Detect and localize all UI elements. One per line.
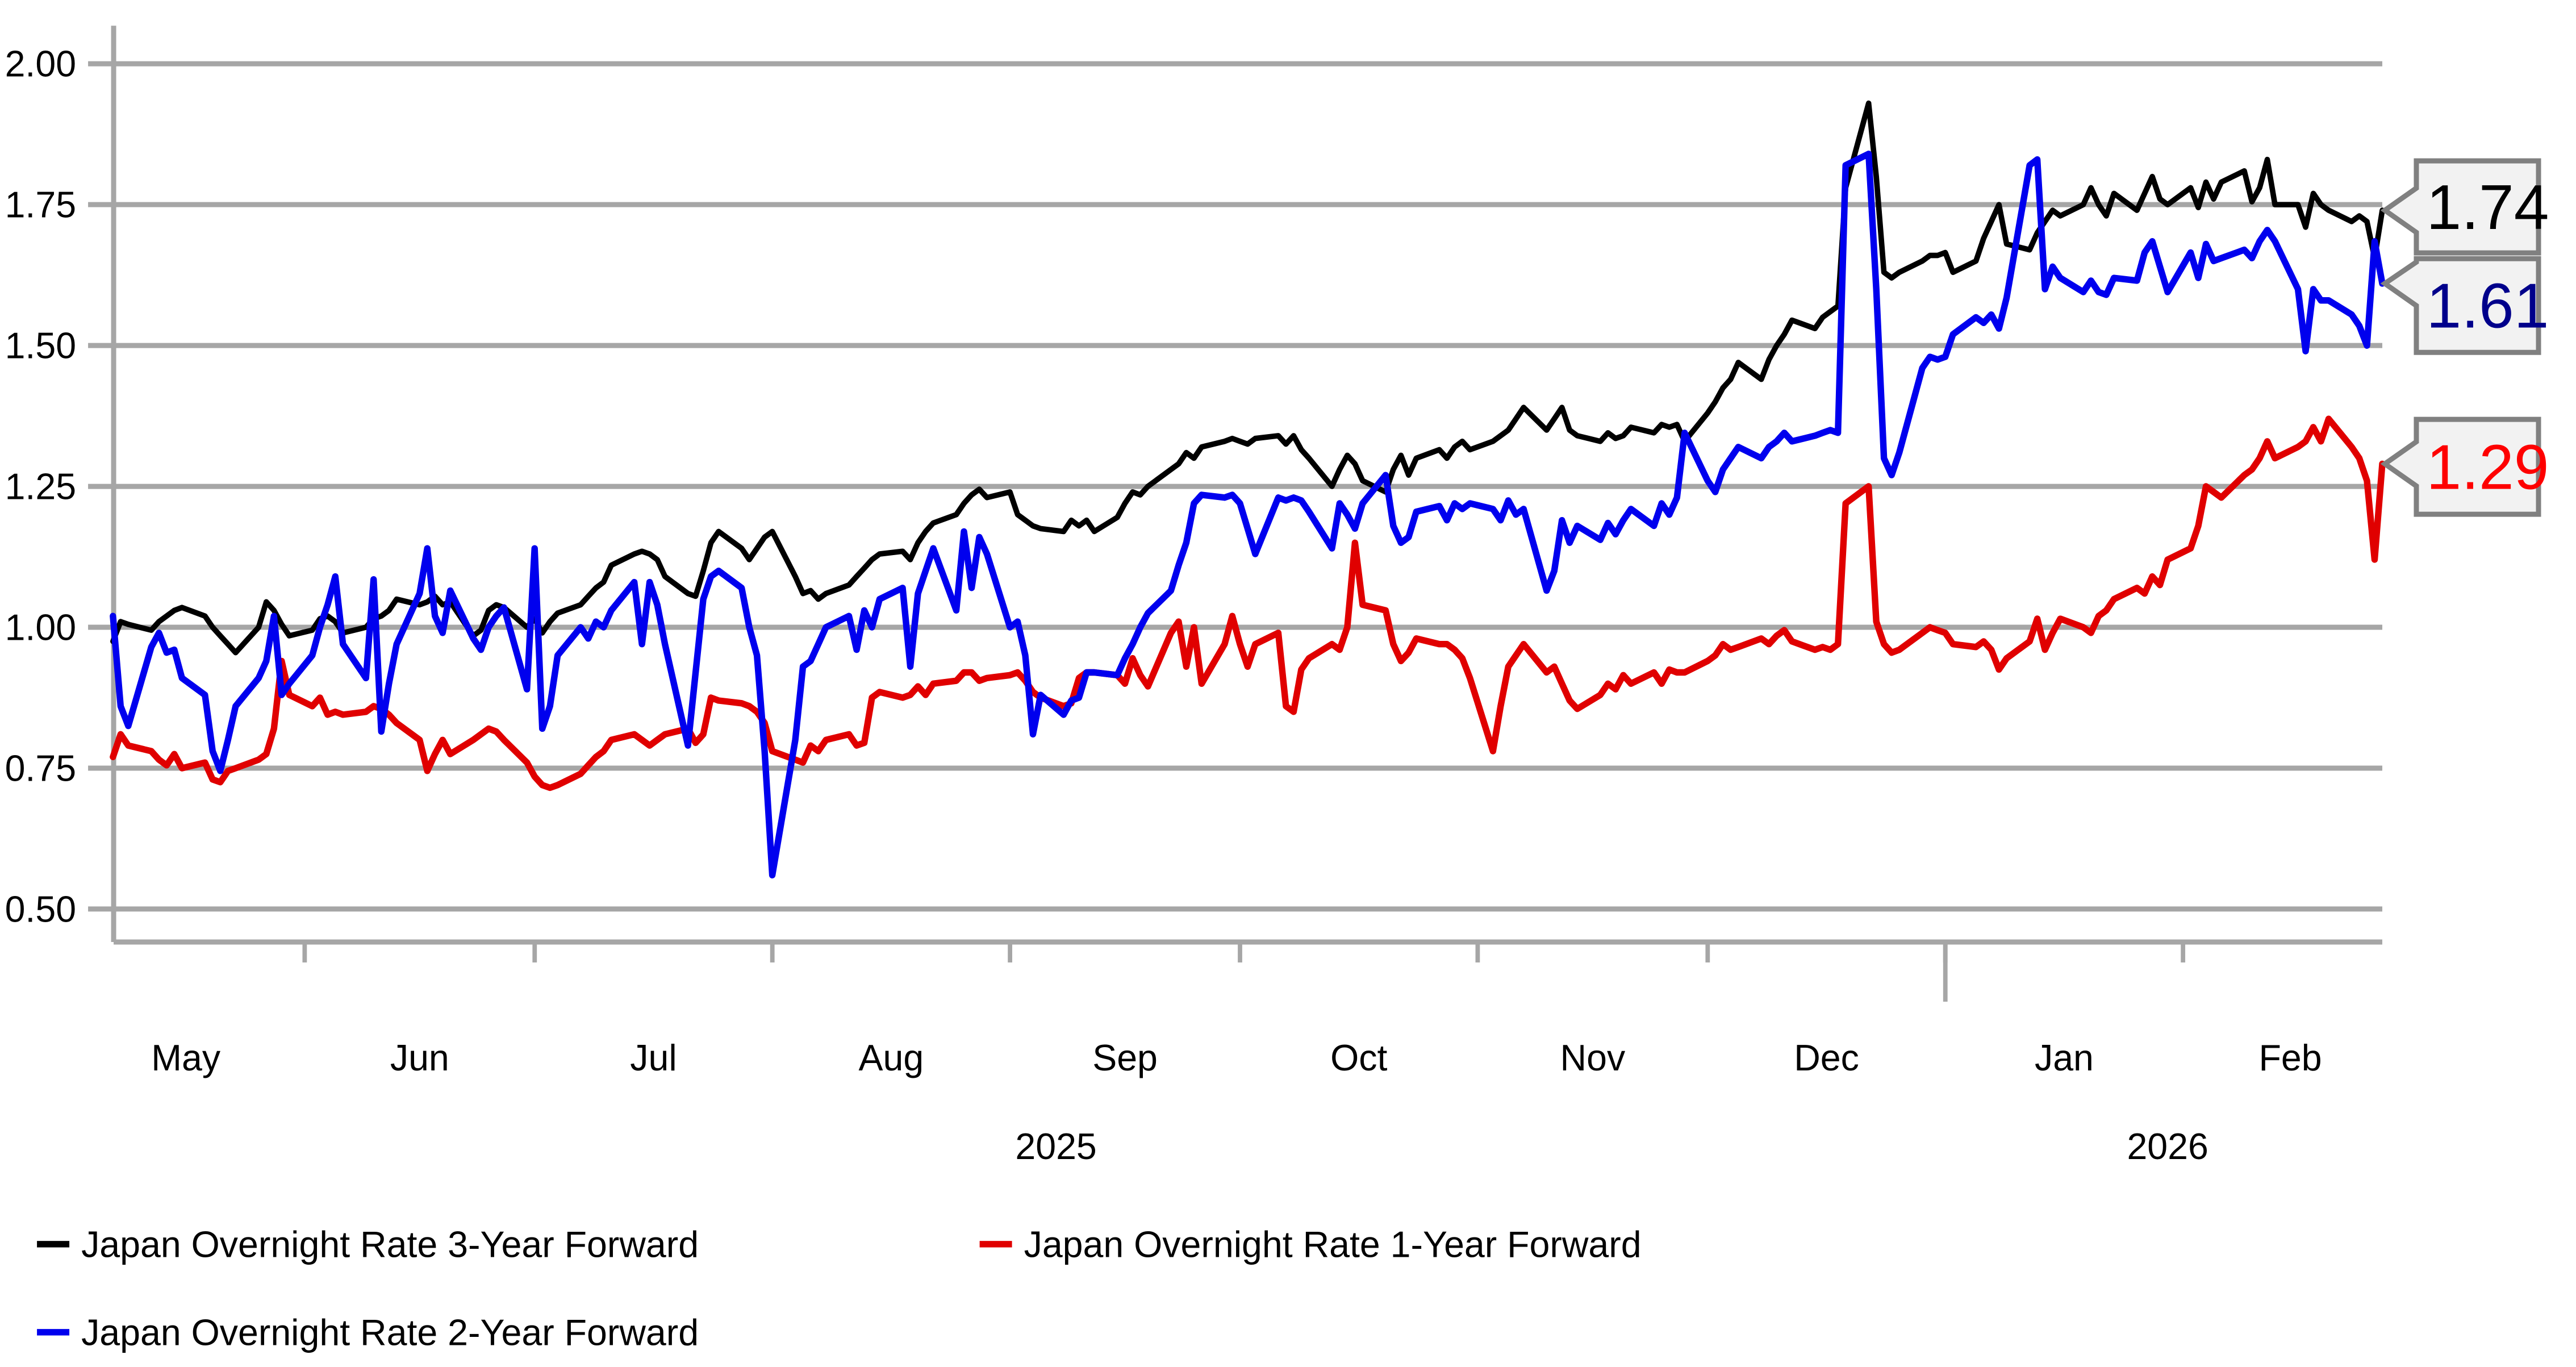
month-label-Jun: Jun [390,1037,449,1078]
legend-label: Japan Overnight Rate 3-Year Forward [81,1224,699,1265]
y-tick-label: 1.50 [5,326,76,366]
y-axis-labels: 2.00 1.75 1.50 1.25 1.00 0.75 0.50 [5,44,76,930]
legend-item-2yr: Japan Overnight Rate 2-Year Forward [37,1312,699,1353]
callout-box [2380,256,2541,355]
x-axis-labels: May Jun Jul Aug Sep Oct Nov Dec Jan Feb 2025 2026 [151,1037,2322,1167]
y-tick-label: 1.25 [5,466,76,507]
callout-box [2380,416,2541,517]
y-tick-label: 0.50 [5,889,76,930]
y-tick-label: 0.75 [5,748,76,789]
series-lines [110,100,2386,879]
legend-item-3yr: Japan Overnight Rate 3-Year Forward [37,1224,699,1265]
year-label-2025: 2025 [1015,1126,1096,1167]
month-label-Dec: Dec [1794,1037,1859,1078]
y-tick-label: 1.00 [5,607,76,648]
series-line-2yr [110,151,2386,879]
month-label-Feb: Feb [2259,1037,2322,1078]
value-callouts: 1.74 1.61 1.29 [2380,158,2549,517]
legend-label: Japan Overnight Rate 1-Year Forward [1024,1224,1642,1265]
value-callout-1.29: 1.29 [2380,416,2549,517]
month-label-Aug: Aug [859,1037,924,1078]
y-tick-label: 1.75 [5,185,76,226]
callout-value: 1.74 [2426,172,2549,243]
legend-item-1yr: Japan Overnight Rate 1-Year Forward [979,1224,1642,1265]
value-callout-1.61: 1.61 [2380,256,2549,355]
callout-box [2380,158,2541,256]
legend: Japan Overnight Rate 3-Year Forward Japan… [37,1224,1642,1353]
callout-value: 1.29 [2426,432,2549,503]
legend-label: Japan Overnight Rate 2-Year Forward [81,1312,699,1353]
month-label-Jan: Jan [2035,1037,2094,1078]
month-label-Nov: Nov [1560,1037,1626,1078]
month-label-May: May [151,1037,221,1078]
series-line-1yr [110,415,2386,791]
series-line-3yr [110,100,2385,656]
axis-ticks [88,61,2186,1002]
callout-value: 1.61 [2426,271,2549,341]
month-label-Jul: Jul [630,1037,677,1078]
month-label-Sep: Sep [1092,1037,1158,1078]
value-callout-1.74: 1.74 [2380,158,2549,256]
month-label-Oct: Oct [1330,1037,1387,1078]
year-label-2026: 2026 [2127,1126,2208,1167]
y-tick-label: 2.00 [5,44,76,85]
